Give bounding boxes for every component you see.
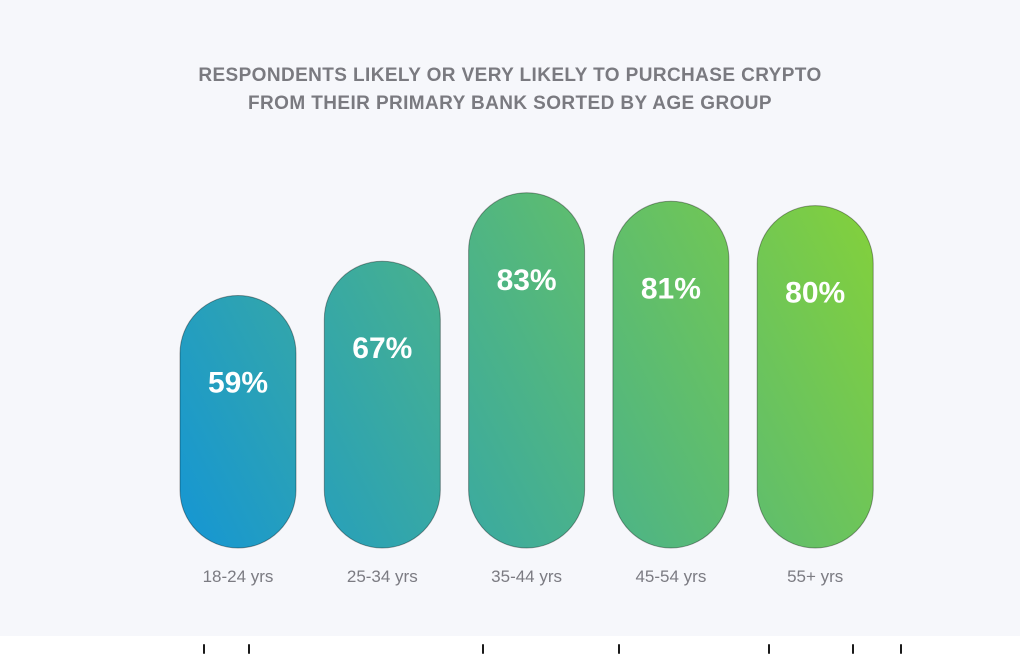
category-label-3: 45-54 yrs [635, 567, 706, 586]
bars-layer [179, 192, 874, 549]
bar-2 [468, 192, 586, 549]
value-labels-layer: 59% 67% 83% 81% 80% [208, 264, 845, 400]
bar-value-label-2: 83% [497, 264, 557, 297]
bar-value-label-0: 59% [208, 367, 268, 400]
bar-value-label-1: 67% [352, 332, 412, 365]
category-label-1: 25-34 yrs [347, 567, 418, 586]
category-label-0: 18-24 yrs [203, 567, 274, 586]
bottom-edge-marks [0, 636, 1024, 654]
edge-mark-1 [248, 644, 250, 654]
edge-mark-3 [618, 644, 620, 654]
chart-title: RESPONDENTS LIKELY OR VERY LIKELY TO PUR… [0, 62, 1020, 118]
category-label-4: 55+ yrs [787, 567, 843, 586]
bar-chart: 59% 67% 83% 81% 80% 18-24 yrs 25-34 yrs 35-44 … [179, 192, 874, 586]
edge-mark-0 [203, 644, 205, 654]
bar-0 [179, 295, 297, 549]
edge-mark-6 [900, 644, 902, 654]
category-label-2: 35-44 yrs [491, 567, 562, 586]
chart-title-line-1: RESPONDENTS LIKELY OR VERY LIKELY TO PUR… [198, 65, 822, 86]
bar-1 [323, 260, 441, 549]
bar-4 [756, 205, 874, 549]
edge-mark-5 [852, 644, 854, 654]
chart-title-line-2: FROM THEIR PRIMARY BANK SORTED BY AGE GR… [248, 93, 772, 114]
bar-value-label-3: 81% [641, 272, 701, 305]
category-labels-layer: 18-24 yrs 25-34 yrs 35-44 yrs 45-54 yrs 55+ … [203, 567, 844, 586]
edge-mark-2 [482, 644, 484, 654]
bar-3 [612, 200, 730, 549]
edge-mark-4 [768, 644, 770, 654]
bar-value-label-4: 80% [785, 277, 845, 310]
